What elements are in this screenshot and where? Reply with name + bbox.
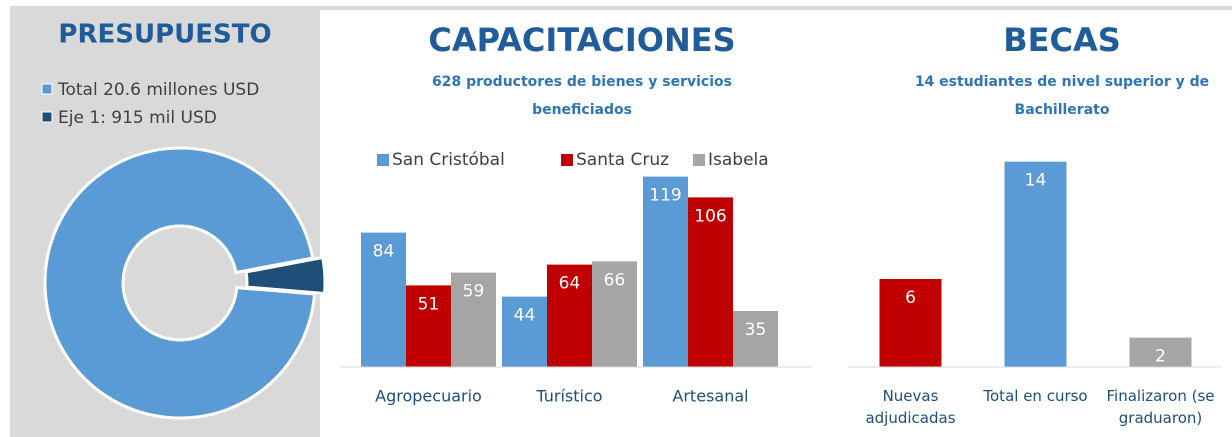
legend-label: Santa Cruz [576, 150, 669, 170]
legend-label: San Cristóbal [392, 150, 505, 170]
x-tick-label-box: Total en curso [983, 387, 1088, 405]
bar [451, 272, 496, 367]
bar [879, 279, 942, 367]
chart-subtitle: 14 estudiantes de nivel superior y de Ba… [914, 74, 1210, 118]
legend-label: Eje 1: 915 mil USD [58, 108, 217, 128]
x-tick-label: Nuevas adjudicadas [865, 387, 956, 427]
x-tick-label-box: Finalizaron (se graduaron) [1106, 387, 1215, 427]
legend-swatch [377, 154, 389, 166]
value-label: 14 [1025, 171, 1047, 191]
value-label: 2 [1155, 347, 1166, 367]
chart-subtitle-box: 14 estudiantes de nivel superior y de Ba… [914, 74, 1210, 118]
legend-swatch [41, 83, 53, 95]
value-label: 59 [463, 282, 485, 302]
bar [547, 264, 592, 367]
value-label: 64 [559, 274, 581, 294]
pie-slice [43, 146, 317, 420]
chart-subtitle: 628 productores de bienes y servicios be… [432, 74, 732, 118]
value-label: 106 [694, 206, 726, 226]
x-tick-label-box: Nuevas adjudicadas [865, 387, 956, 427]
chart-title: CAPACITACIONES [428, 21, 735, 59]
value-label: 84 [373, 242, 395, 262]
bar [733, 311, 778, 367]
bar [592, 261, 637, 367]
x-tick-label: Finalizaron (se graduaron) [1106, 387, 1215, 427]
x-tick-label: Artesanal [672, 387, 748, 406]
value-label: 66 [604, 270, 626, 290]
bar [1129, 337, 1192, 367]
value-label: 44 [514, 306, 536, 326]
value-label: 51 [418, 294, 440, 314]
chart-subtitle-box: 628 productores de bienes y servicios be… [432, 74, 732, 118]
chart-title: BECAS [1003, 21, 1121, 59]
bar [1004, 161, 1067, 367]
legend-swatch [693, 154, 705, 166]
chart-title: PRESUPUESTO [58, 20, 271, 50]
legend-swatch [41, 111, 53, 123]
value-label: 119 [649, 186, 681, 206]
legend-label: Total 20.6 millones USD [57, 80, 259, 100]
bar [502, 296, 547, 367]
bar [688, 197, 733, 367]
x-tick-label: Agropecuario [375, 387, 482, 406]
legend-label: Isabela [708, 150, 769, 170]
x-tick-label: Total en curso [983, 387, 1088, 405]
top-border [10, 6, 1232, 10]
bar [643, 176, 688, 367]
pie-slice [244, 255, 327, 296]
legend-swatch [561, 154, 573, 166]
value-label: 6 [905, 288, 916, 308]
bar [361, 232, 406, 367]
value-label: 35 [745, 320, 767, 340]
bar [406, 285, 451, 367]
x-tick-label: Turístico [535, 387, 602, 406]
